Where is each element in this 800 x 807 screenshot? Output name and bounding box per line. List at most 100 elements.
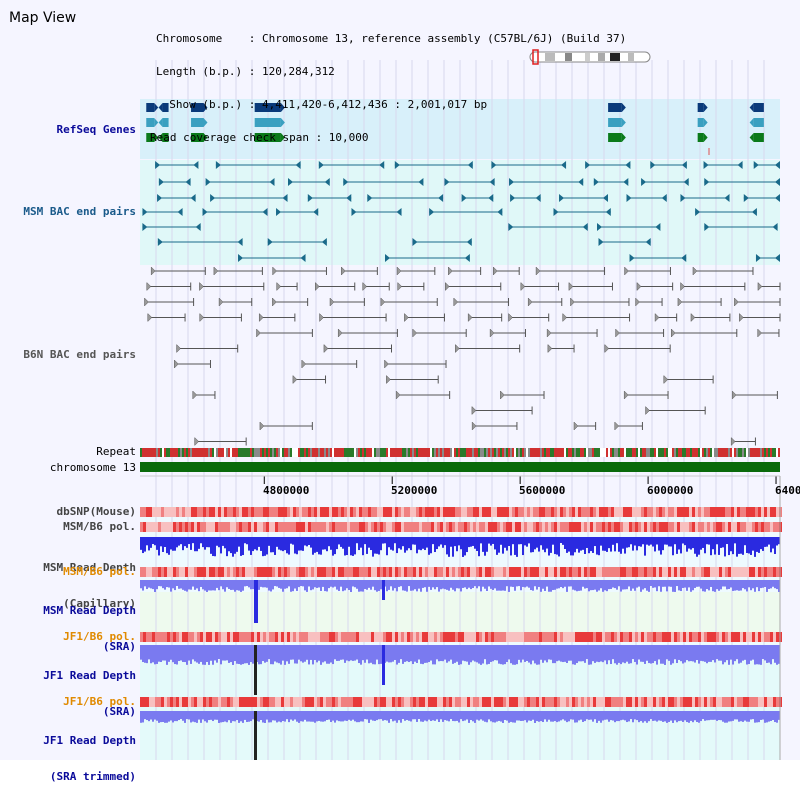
depth-bar: [612, 537, 614, 545]
depth-bar: [474, 645, 476, 662]
msm-b6-pol-2-cell: [668, 567, 671, 577]
depth-bar: [326, 711, 328, 720]
depth-bar: [512, 537, 514, 545]
msm-b6-pol-cell: [500, 522, 503, 532]
msm-b6-pol-cell: [380, 522, 383, 532]
depth-bar: [512, 645, 514, 665]
dbsnp-cell: [191, 507, 194, 517]
dbsnp-cell: [194, 507, 197, 517]
depth-bar: [250, 711, 252, 722]
depth-bar: [380, 711, 382, 720]
depth-bar: [306, 645, 308, 660]
msm-b6-pol-2-cell: [689, 567, 692, 577]
jf1-b6-pol-cell: [752, 632, 755, 642]
depth-bar: [430, 711, 432, 722]
msm-b6-pol-cell: [473, 522, 476, 532]
jf1-b6-pol-cell: [251, 632, 254, 642]
depth-bar: [376, 711, 378, 721]
track-label-jf1-depth-trim[interactable]: JF1 Read Depth (SRA trimmed): [0, 711, 136, 807]
msm-b6-pol-cell: [698, 522, 701, 532]
bac-end-marker: [210, 194, 216, 202]
jf1-b6-pol-cell: [632, 632, 635, 642]
msm-b6-pol-2-cell: [737, 567, 740, 577]
dbsnp-cell: [545, 507, 548, 517]
msm-b6-pol-2-cell: [431, 567, 434, 577]
repeat-segment: [586, 448, 588, 457]
repeat-segment: [306, 448, 308, 457]
track-label-msm-b6-pol[interactable]: MSM/B6 pol.: [63, 520, 136, 533]
bac-end-marker: [282, 194, 288, 202]
depth-bar: [350, 537, 352, 556]
jf1-b6-pol-cell: [560, 632, 563, 642]
repeat-segment: [644, 448, 646, 457]
depth-bar: [160, 580, 162, 587]
depth-bar: [562, 537, 564, 545]
bac-end-marker: [547, 343, 553, 354]
track-label-jf1-b6-pol[interactable]: JF1/B6 pol.: [63, 630, 136, 643]
track-label-jf1-b6-pol-2[interactable]: JF1/B6 pol.: [63, 695, 136, 708]
msm-b6-pol-cell: [770, 522, 773, 532]
bac-end-marker: [737, 161, 743, 169]
depth-bar: [558, 537, 560, 557]
dbsnp-cell: [464, 507, 467, 517]
repeat-segment: [386, 448, 388, 457]
depth-bar: [630, 645, 632, 664]
depth-bar: [620, 645, 622, 665]
jf1-b6-pol-2-cell: [161, 697, 164, 707]
depth-bar: [738, 537, 740, 554]
depth-bar: [242, 711, 244, 723]
dbsnp-cell: [494, 507, 497, 517]
dbsnp-cell: [611, 507, 614, 517]
depth-bar: [710, 645, 712, 662]
genome-browser-canvas[interactable]: [0, 0, 800, 760]
depth-bar: [248, 711, 250, 722]
depth-bar: [438, 537, 440, 547]
depth-bar: [260, 580, 262, 587]
gene-strand-arrow: [621, 118, 626, 127]
msm-b6-pol-cell: [182, 522, 185, 532]
jf1-b6-pol-2-cell: [473, 697, 476, 707]
track-label-dbsnp[interactable]: dbSNP(Mouse): [56, 505, 136, 518]
depth-bar: [760, 711, 762, 720]
depth-bar: [598, 537, 600, 556]
depth-bar: [314, 580, 316, 588]
depth-bar: [738, 645, 740, 664]
msm-b6-pol-2-cell: [170, 567, 173, 577]
depth-bar: [402, 537, 404, 547]
msm-b6-pol-2-cell: [359, 567, 362, 577]
jf1-b6-pol-2-cell: [200, 697, 203, 707]
jf1-b6-pol-2-cell: [707, 697, 710, 707]
msm-b6-pol-cell: [290, 522, 293, 532]
track-label-msm-bac[interactable]: MSM BAC end pairs: [23, 205, 136, 218]
depth-bar: [684, 537, 686, 546]
jf1-b6-pol-2-cell: [710, 697, 713, 707]
repeat-segment: [156, 448, 158, 457]
dbsnp-cell: [182, 507, 185, 517]
depth-bar: [196, 645, 198, 663]
jf1-b6-pol-2-cell: [725, 697, 728, 707]
track-label-refseq[interactable]: RefSeq Genes: [56, 123, 136, 136]
msm-b6-pol-2-cell: [656, 567, 659, 577]
jf1-b6-pol-cell: [605, 632, 608, 642]
depth-bar: [566, 645, 568, 664]
depth-bar: [238, 645, 240, 665]
repeat-segment: [542, 448, 544, 457]
depth-bar: [640, 645, 642, 662]
track-label-b6n-bac[interactable]: B6N BAC end pairs: [23, 348, 136, 361]
jf1-b6-pol-2-cell: [314, 697, 317, 707]
track-label-msm-b6-pol-2[interactable]: MSM/B6 pol.: [63, 565, 136, 578]
depth-bar: [190, 580, 192, 590]
depth-bar: [770, 580, 772, 589]
repeat-segment: [308, 448, 310, 457]
depth-bar: [172, 711, 174, 723]
depth-bar: [752, 537, 754, 551]
depth-bar: [340, 580, 342, 587]
depth-bar: [590, 537, 592, 552]
jf1-b6-pol-2-cell: [188, 697, 191, 707]
ideogram-band: [610, 53, 620, 61]
depth-bar: [732, 537, 734, 555]
track-label-msm-depth-sra[interactable]: MSM Read Depth (SRA): [0, 581, 136, 677]
track-label-jf1-depth-sra[interactable]: JF1 Read Depth (SRA): [0, 646, 136, 742]
track-label-msm-depth-cap[interactable]: MSM Read Depth (Capillary): [0, 538, 136, 634]
depth-bar: [564, 537, 566, 550]
